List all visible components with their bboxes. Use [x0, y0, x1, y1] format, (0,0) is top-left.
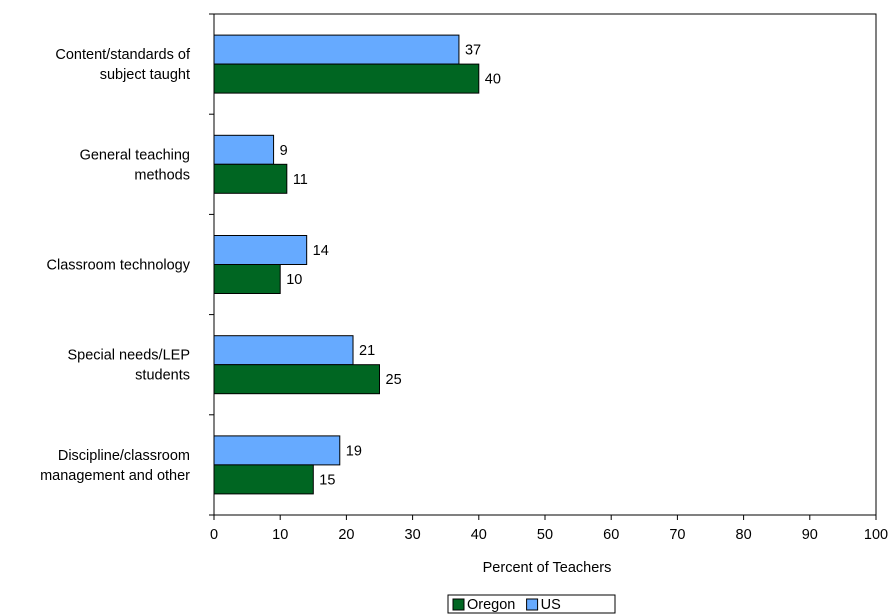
bar-oregon [213, 264, 281, 294]
bar-us [213, 335, 354, 366]
category-label: Discipline/classroom management and other [40, 448, 190, 484]
data-label: 11 [293, 172, 308, 188]
category-label: Classroom technology [47, 258, 191, 274]
x-tick-label: 50 [537, 527, 553, 543]
category-label: Content/standards of subject taught [55, 47, 191, 83]
legend: Oregon US [447, 594, 616, 614]
x-axis: 0 10 20 30 40 50 60 70 80 90 100 [210, 515, 888, 543]
category-label: Special needs/LEP students [67, 348, 190, 384]
x-tick-label: 80 [736, 527, 752, 543]
bar-us [213, 34, 460, 65]
legend-label: US [541, 597, 561, 613]
data-label: 10 [286, 272, 302, 288]
data-label: 21 [359, 343, 375, 359]
x-tick-label: 70 [669, 527, 685, 543]
x-axis-title: Percent of Teachers [483, 560, 612, 576]
data-label: 15 [319, 472, 335, 488]
x-tick-label: 0 [210, 527, 218, 543]
x-tick-label: 20 [338, 527, 354, 543]
data-label: 37 [465, 43, 481, 59]
bar-oregon [213, 464, 314, 495]
bar-oregon [213, 364, 380, 395]
x-tick-label: 90 [802, 527, 818, 543]
y-axis: Content/standards of subject taught Genera… [40, 13, 214, 516]
data-label: 19 [346, 443, 362, 459]
data-label: 9 [280, 143, 288, 159]
bar-us [213, 235, 308, 265]
x-tick-label: 60 [603, 527, 619, 543]
x-tick-label: 40 [471, 527, 487, 543]
data-label: 25 [386, 372, 402, 388]
data-label: 14 [313, 243, 329, 259]
data-label: 40 [485, 72, 501, 88]
legend-swatch [452, 598, 465, 611]
bar-oregon [213, 63, 480, 94]
category-label: General teaching methods [80, 147, 190, 183]
bar-us [213, 435, 341, 466]
x-tick-label: 10 [272, 527, 288, 543]
bar-oregon [213, 163, 288, 194]
bar-us [213, 134, 275, 165]
x-tick-label: 100 [864, 527, 888, 543]
x-tick-label: 30 [405, 527, 421, 543]
legend-swatch [526, 598, 539, 611]
legend-label: Oregon [467, 597, 515, 613]
